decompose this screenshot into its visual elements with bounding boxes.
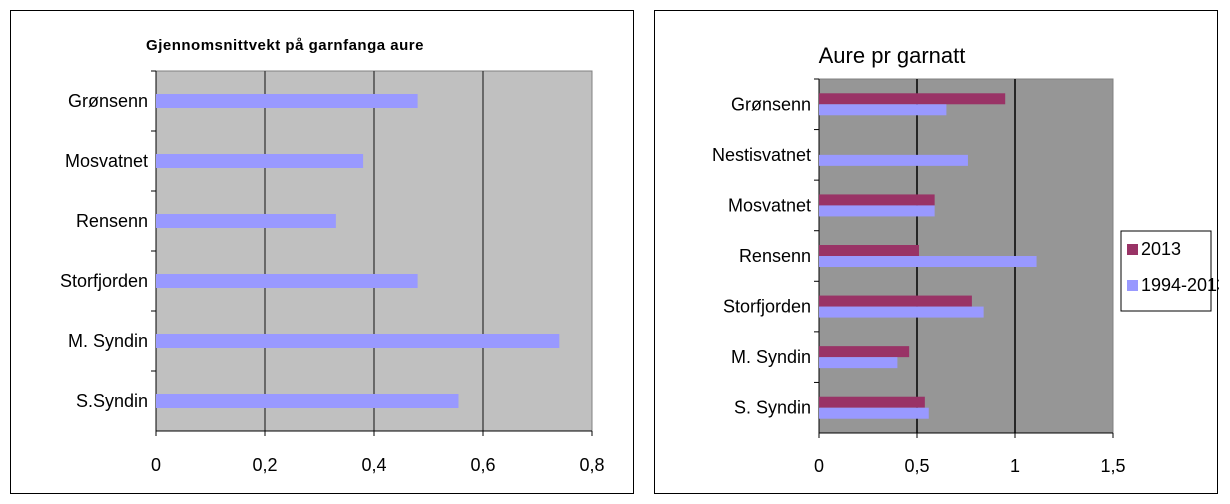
bar [156, 394, 459, 408]
chart-title: Aure pr garnatt [819, 43, 966, 68]
legend-swatch [1127, 244, 1138, 255]
x-tick-label: 0,6 [470, 455, 495, 475]
bar [156, 94, 418, 108]
category-label: Storfjorden [723, 297, 811, 317]
bar [156, 154, 364, 168]
bar-series-2013 [819, 295, 972, 307]
x-tick-label: 0,5 [904, 456, 929, 476]
legend-label: 1994-2013 [1141, 275, 1219, 295]
bar [156, 274, 418, 288]
x-tick-label: 0 [814, 456, 824, 476]
category-label: M. Syndin [68, 331, 148, 351]
category-label: Grønsenn [68, 91, 148, 111]
x-tick-label: 1 [1010, 456, 1020, 476]
bar [156, 214, 336, 228]
bar [156, 334, 560, 348]
bar-series-1994-2013 [819, 205, 935, 217]
legend-label: 2013 [1141, 239, 1181, 259]
category-label: Nestisvatnet [712, 145, 811, 165]
category-label: Rensenn [76, 211, 148, 231]
category-label: Rensenn [739, 246, 811, 266]
legend-swatch [1127, 280, 1138, 291]
x-tick-label: 0 [151, 455, 161, 475]
x-tick-label: 1,5 [1100, 456, 1125, 476]
category-label: Storfjorden [60, 271, 148, 291]
category-label: S.Syndin [76, 391, 148, 411]
bar-series-1994-2013 [819, 104, 947, 116]
category-label: Grønsenn [731, 94, 811, 114]
bar-series-1994-2013 [819, 357, 898, 369]
bar-series-1994-2013 [819, 407, 929, 419]
x-tick-label: 0,8 [579, 455, 604, 475]
bar-series-2013 [819, 245, 919, 256]
bar-series-1994-2013 [819, 256, 1037, 267]
category-label: Mosvatnet [728, 195, 811, 215]
bar-series-1994-2013 [819, 154, 968, 166]
bar-series-2013 [819, 396, 925, 408]
catch-chart-svg: Aure pr garnatt Grønsenn Nestisvatnet Mosv… [712, 43, 1219, 476]
chart-title: Gjennomsnittvekt på garnfanga aure [146, 37, 424, 54]
category-label: Mosvatnet [65, 151, 148, 171]
category-label: M. Syndin [731, 347, 811, 367]
chart-panel-weight: Gjennomsnittvekt på garnfanga aure Grøns… [10, 10, 634, 494]
chart-panel-catch: Aure pr garnatt Grønsenn Nestisvatnet Mosv… [654, 10, 1219, 494]
x-tick-label: 0,2 [252, 455, 277, 475]
category-label: S. Syndin [734, 398, 811, 418]
bar-series-2013 [819, 346, 910, 358]
bar-series-2013 [819, 93, 1006, 105]
weight-chart-svg: Gjennomsnittvekt på garnfanga aure Grøns… [60, 37, 605, 475]
bar-series-2013 [819, 194, 935, 206]
bar-series-1994-2013 [819, 306, 984, 318]
x-tick-label: 0,4 [361, 455, 386, 475]
